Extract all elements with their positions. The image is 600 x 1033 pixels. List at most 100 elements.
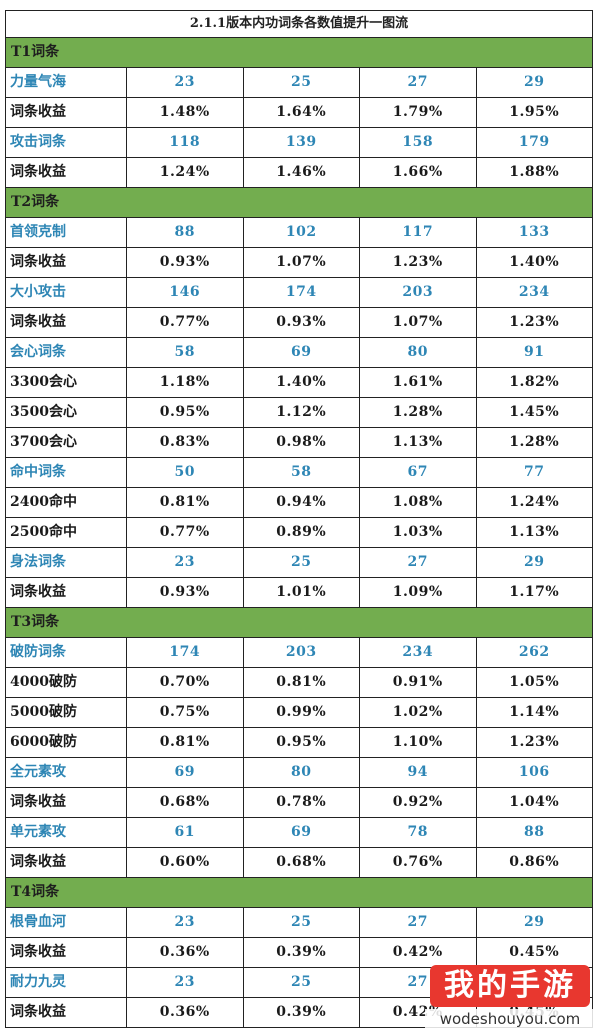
yield-value-cell: 1.03% xyxy=(360,518,477,547)
stat-row: 全元素攻 69 80 94 106 xyxy=(6,758,593,788)
yield-row: 4000破防 0.70% 0.81% 0.91% 1.05% xyxy=(6,668,593,698)
stat-value-cell: 78 xyxy=(360,818,477,847)
stat-value-cell: 174 xyxy=(244,278,360,307)
yield-value-cell: 1.05% xyxy=(477,668,593,697)
stat-value-cell: 77 xyxy=(477,458,593,487)
section-header-row: T1词条 xyxy=(6,38,593,68)
yield-value-cell: 1.18% xyxy=(127,368,244,397)
stat-value-cell: 58 xyxy=(127,338,244,367)
yield-row: 3500会心 0.95% 1.12% 1.28% 1.45% xyxy=(6,398,593,428)
yield-label: 词条收益 xyxy=(6,938,127,967)
stat-value-cell: 234 xyxy=(360,638,477,667)
stat-value-cell: 67 xyxy=(360,458,477,487)
stat-value-cell: 23 xyxy=(127,68,244,97)
stat-value-cell: 27 xyxy=(360,908,477,937)
table-title-row: 2.1.1版本内功词条各数值提升一图流 xyxy=(6,11,593,38)
stat-label: 攻击词条 xyxy=(6,128,127,157)
yield-row: 词条收益 1.48% 1.64% 1.79% 1.95% xyxy=(6,98,593,128)
stat-row: 破防词条 174 203 234 262 xyxy=(6,638,593,668)
yield-row: 2500命中 0.77% 0.89% 1.03% 1.13% xyxy=(6,518,593,548)
yield-label: 4000破防 xyxy=(6,668,127,697)
yield-value-cell: 1.40% xyxy=(244,368,360,397)
stat-value-cell: 69 xyxy=(244,818,360,847)
yield-value-cell: 0.39% xyxy=(244,998,360,1027)
yield-value-cell: 1.14% xyxy=(477,698,593,727)
stat-label: 会心词条 xyxy=(6,338,127,367)
section-title: T2词条 xyxy=(6,188,593,217)
yield-value-cell: 1.10% xyxy=(360,728,477,757)
yield-value-cell: 1.24% xyxy=(127,158,244,187)
stat-value-cell: 174 xyxy=(127,638,244,667)
stat-value-cell: 50 xyxy=(127,458,244,487)
stat-value-cell: 117 xyxy=(360,218,477,247)
stat-label: 单元素攻 xyxy=(6,818,127,847)
stat-value-cell: 158 xyxy=(360,128,477,157)
yield-label: 2500命中 xyxy=(6,518,127,547)
yield-label: 词条收益 xyxy=(6,308,127,337)
yield-value-cell: 0.75% xyxy=(127,698,244,727)
yield-value-cell: 1.88% xyxy=(477,158,593,187)
yield-label: 3700会心 xyxy=(6,428,127,457)
yield-row: 3700会心 0.83% 0.98% 1.13% 1.28% xyxy=(6,428,593,458)
stat-row: 单元素攻 61 69 78 88 xyxy=(6,818,593,848)
yield-value-cell: 1.66% xyxy=(360,158,477,187)
stat-value-cell: 133 xyxy=(477,218,593,247)
yield-value-cell: 0.45% xyxy=(477,938,593,967)
stat-label: 首领克制 xyxy=(6,218,127,247)
yield-value-cell: 1.01% xyxy=(244,578,360,607)
yield-label: 词条收益 xyxy=(6,578,127,607)
yield-value-cell: 1.95% xyxy=(477,98,593,127)
yield-value-cell: 0.91% xyxy=(360,668,477,697)
stat-value-cell: 80 xyxy=(244,758,360,787)
yield-value-cell: 1.13% xyxy=(477,518,593,547)
yield-row: 词条收益 0.60% 0.68% 0.76% 0.86% xyxy=(6,848,593,878)
yield-value-cell: 0.86% xyxy=(477,848,593,877)
stat-value-cell: 94 xyxy=(360,758,477,787)
stat-row: 首领克制 88 102 117 133 xyxy=(6,218,593,248)
yield-value-cell: 1.23% xyxy=(360,248,477,277)
yield-label: 3300会心 xyxy=(6,368,127,397)
yield-value-cell: 1.64% xyxy=(244,98,360,127)
section-title: T1词条 xyxy=(6,38,593,67)
yield-label: 词条收益 xyxy=(6,998,127,1027)
yield-value-cell: 1.12% xyxy=(244,398,360,427)
yield-row: 词条收益 0.93% 1.07% 1.23% 1.40% xyxy=(6,248,593,278)
yield-value-cell: 0.42% xyxy=(360,938,477,967)
stat-value-cell: 146 xyxy=(127,278,244,307)
stat-value-cell: 27 xyxy=(360,548,477,577)
yield-value-cell: 1.13% xyxy=(360,428,477,457)
stat-value-cell: 88 xyxy=(477,818,593,847)
yield-row: 词条收益 0.68% 0.78% 0.92% 1.04% xyxy=(6,788,593,818)
yield-value-cell: 0.36% xyxy=(127,998,244,1027)
yield-value-cell: 0.89% xyxy=(244,518,360,547)
yield-value-cell: 1.02% xyxy=(360,698,477,727)
yield-label: 5000破防 xyxy=(6,698,127,727)
stat-value-cell: 203 xyxy=(360,278,477,307)
yield-row: 3300会心 1.18% 1.40% 1.61% 1.82% xyxy=(6,368,593,398)
yield-row: 5000破防 0.75% 0.99% 1.02% 1.14% xyxy=(6,698,593,728)
section-header-row: T2词条 xyxy=(6,188,593,218)
stat-value-cell: 102 xyxy=(244,218,360,247)
stat-value-cell: 106 xyxy=(477,758,593,787)
yield-label: 词条收益 xyxy=(6,158,127,187)
stat-value-cell: 23 xyxy=(127,968,244,997)
stats-table: 2.1.1版本内功词条各数值提升一图流 T1词条 力量气海 23 25 27 29 词条收益… xyxy=(5,10,593,1028)
yield-value-cell: 1.28% xyxy=(477,428,593,457)
yield-value-cell: 0.70% xyxy=(127,668,244,697)
yield-row: 词条收益 1.24% 1.46% 1.66% 1.88% xyxy=(6,158,593,188)
yield-value-cell: 0.93% xyxy=(127,248,244,277)
yield-value-cell: 1.08% xyxy=(360,488,477,517)
yield-value-cell: 1.45% xyxy=(477,398,593,427)
stat-label: 命中词条 xyxy=(6,458,127,487)
stat-value-cell: 29 xyxy=(477,908,593,937)
yield-value-cell: 0.99% xyxy=(244,698,360,727)
stat-value-cell: 91 xyxy=(477,338,593,367)
stat-label: 破防词条 xyxy=(6,638,127,667)
stat-value-cell: 203 xyxy=(244,638,360,667)
yield-label: 词条收益 xyxy=(6,788,127,817)
yield-value-cell: 0.94% xyxy=(244,488,360,517)
yield-value-cell: 0.68% xyxy=(244,848,360,877)
stat-value-cell: 139 xyxy=(244,128,360,157)
yield-value-cell: 1.07% xyxy=(360,308,477,337)
